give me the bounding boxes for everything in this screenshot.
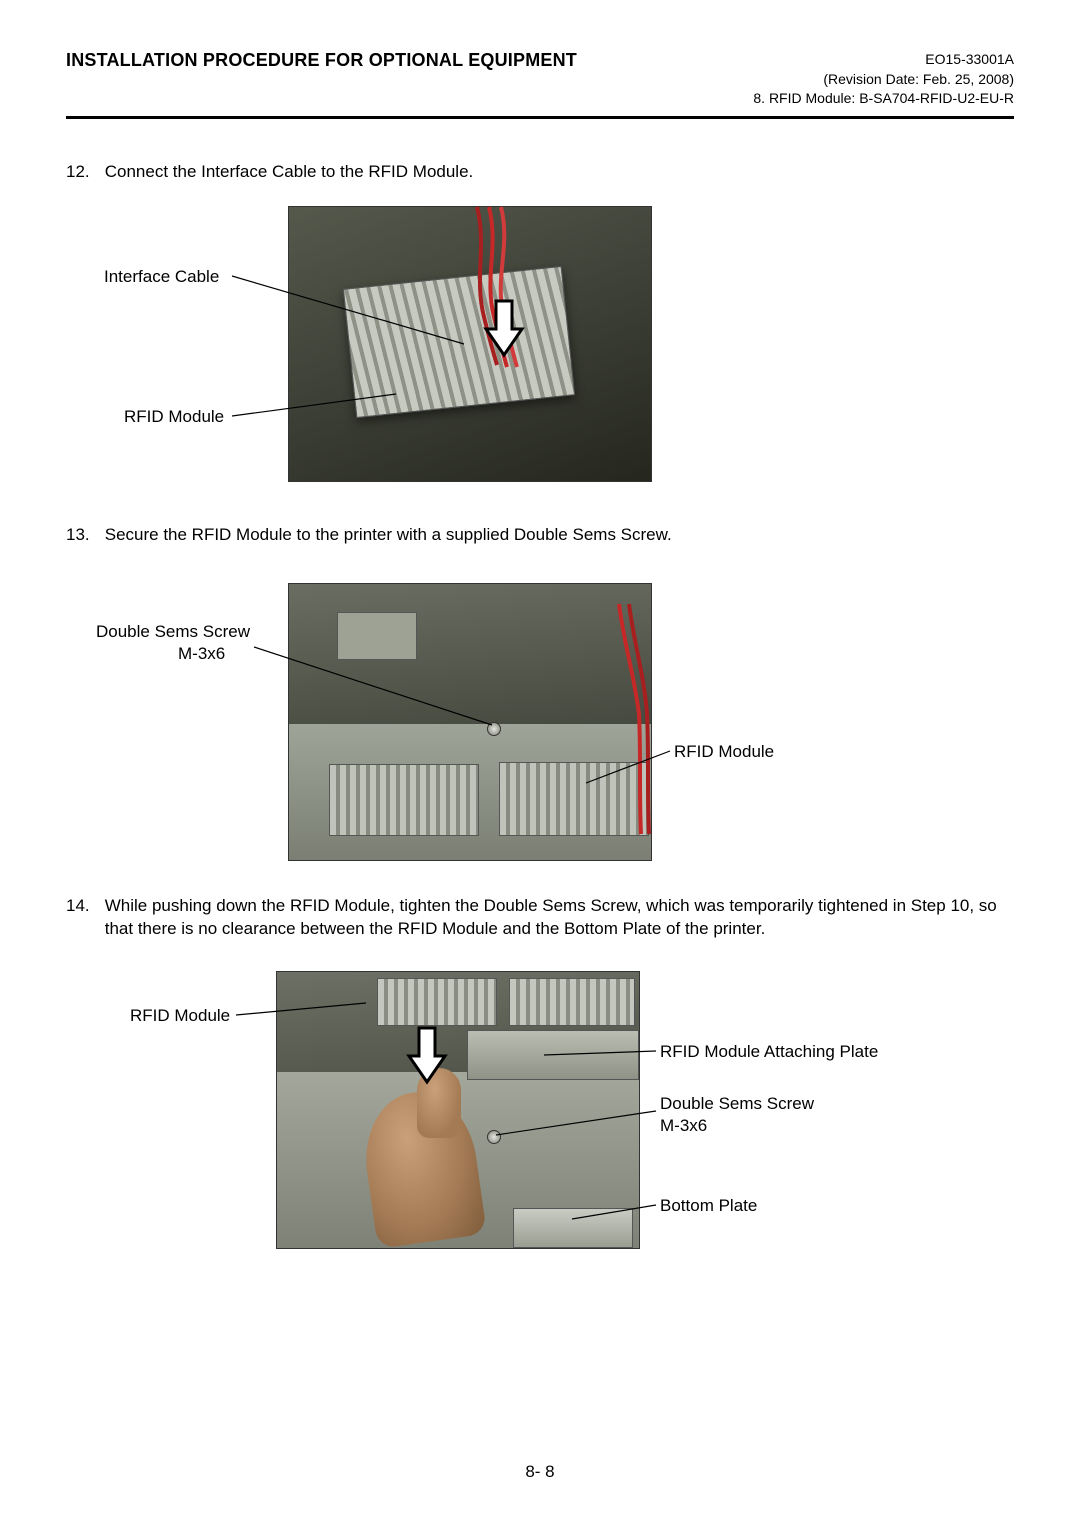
page-header: INSTALLATION PROCEDURE FOR OPTIONAL EQUI…: [66, 50, 1014, 108]
header-meta: EO15-33001A (Revision Date: Feb. 25, 200…: [753, 50, 1014, 109]
header-title: INSTALLATION PROCEDURE FOR OPTIONAL EQUI…: [66, 50, 577, 71]
leaders-13: [66, 569, 966, 879]
step-12-text: Connect the Interface Cable to the RFID …: [105, 161, 1013, 184]
revision-date: (Revision Date: Feb. 25, 2008): [753, 70, 1014, 90]
step-12: 12. Connect the Interface Cable to the R…: [66, 161, 1014, 184]
figure-12-wrap: Interface Cable RFID Module: [66, 206, 1014, 506]
step-14-text: While pushing down the RFID Module, tigh…: [105, 895, 1013, 941]
step-14: 14. While pushing down the RFID Module, …: [66, 895, 1014, 941]
leaders-12: [66, 206, 766, 506]
step-13-text: Secure the RFID Module to the printer wi…: [105, 524, 1013, 547]
leaders-14: [66, 963, 966, 1283]
step-14-number: 14.: [66, 895, 100, 918]
step-13: 13. Secure the RFID Module to the printe…: [66, 524, 1014, 547]
doc-number: EO15-33001A: [753, 50, 1014, 70]
page-body: 12. Connect the Interface Cable to the R…: [66, 161, 1014, 1273]
step-12-number: 12.: [66, 161, 100, 184]
page-number: 8- 8: [525, 1462, 554, 1481]
page-footer: 8- 8: [0, 1462, 1080, 1482]
header-rule: [66, 116, 1014, 119]
figure-14-wrap: RFID Module RFID Module Attaching Plate …: [66, 963, 1014, 1273]
section-line: 8. RFID Module: B-SA704-RFID-U2-EU-R: [753, 89, 1014, 109]
figure-13-wrap: Double Sems Screw M-3x6 RFID Module: [66, 569, 1014, 879]
step-13-number: 13.: [66, 524, 100, 547]
